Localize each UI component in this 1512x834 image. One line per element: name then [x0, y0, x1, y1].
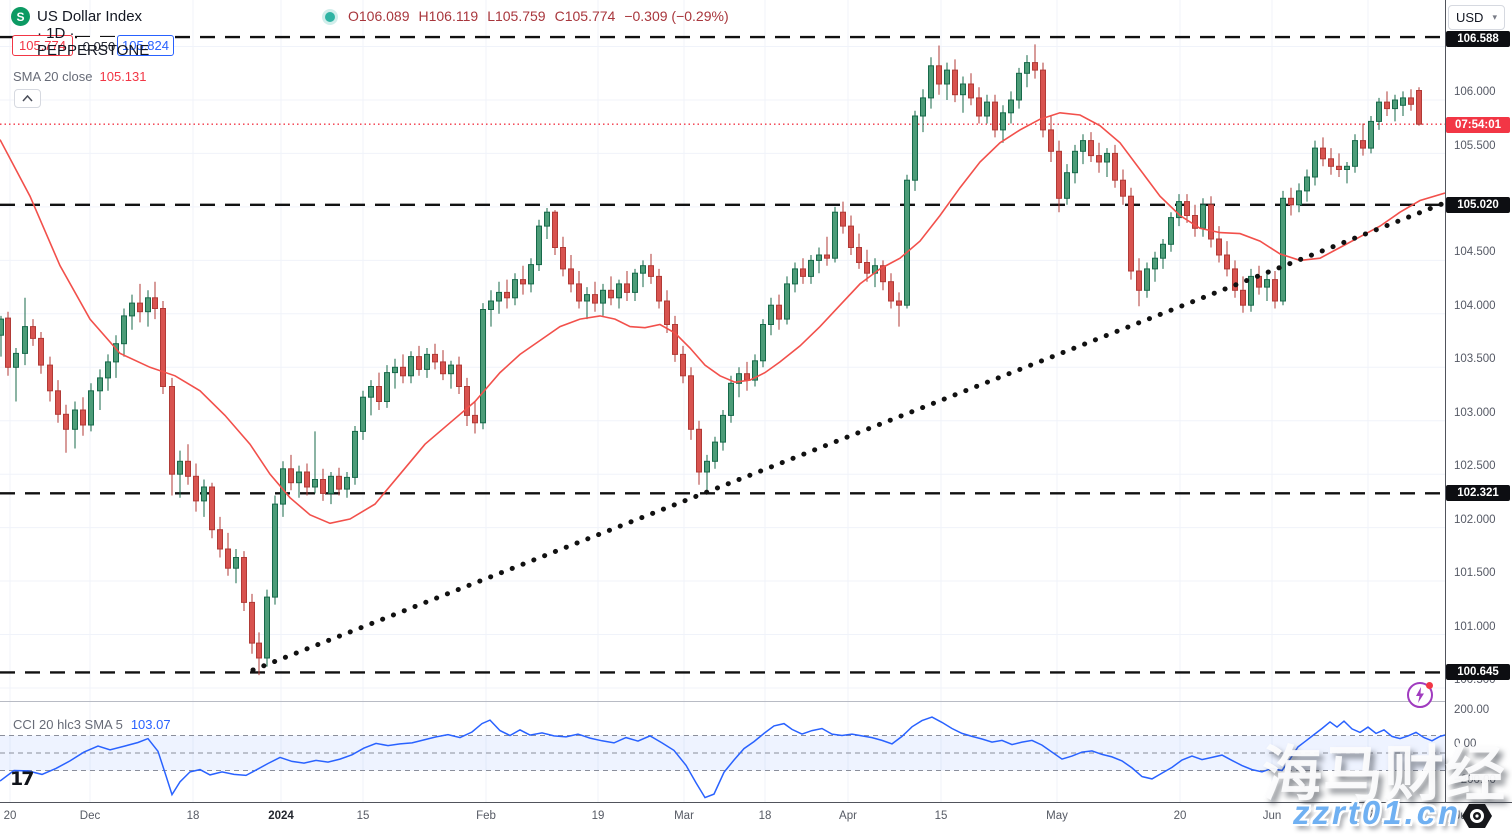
ohlc-open: O106.089	[348, 8, 410, 24]
time-axis-tick[interactable]: 20	[1173, 810, 1187, 822]
chevron-down-icon: ▾	[1492, 12, 1497, 22]
time-axis-tick[interactable]: Apr	[839, 810, 857, 822]
time-axis-tick[interactable]: 2024	[268, 810, 294, 822]
price-axis-label: 101.000	[1454, 621, 1496, 633]
time-axis[interactable]	[0, 802, 1512, 834]
time-axis-tick[interactable]: Mar	[674, 810, 694, 822]
time-axis-tick[interactable]: May	[1046, 810, 1068, 822]
price-level-badge: 100.645	[1446, 664, 1510, 680]
time-axis-tick[interactable]: 18	[758, 810, 772, 822]
time-axis-tick[interactable]: Dec	[79, 810, 101, 822]
cci-legend-value: 103.07	[130, 717, 171, 732]
price-axis-label: 102.000	[1454, 514, 1496, 526]
time-axis-tick[interactable]: Jun	[1262, 810, 1282, 822]
ohlc-close: C105.774	[554, 8, 616, 24]
price-axis-label: 104.500	[1454, 246, 1496, 258]
sma-legend-title: SMA 20 close	[13, 69, 93, 84]
price-axis-label: 103.000	[1454, 407, 1496, 419]
tradingview-logo-icon[interactable]: 17	[10, 768, 34, 790]
time-axis-tick[interactable]: 20	[3, 810, 17, 822]
market-status-icon	[325, 12, 335, 22]
currency-value: USD	[1456, 10, 1484, 25]
time-axis-tick[interactable]: 15	[934, 810, 948, 822]
time-axis-tick[interactable]: Jul	[1454, 810, 1470, 822]
price-axis-label: 101.500	[1454, 567, 1496, 579]
flash-icon[interactable]	[1407, 682, 1433, 708]
notification-dot	[1426, 682, 1433, 689]
price-label-red[interactable]: 105.774	[12, 35, 73, 56]
price-level-badge: 106.588	[1446, 31, 1510, 47]
chevron-up-icon	[22, 95, 33, 102]
cci-legend-title: CCI 20 hlc3 SMA 5	[13, 717, 123, 732]
symbol-logo-icon[interactable]: S	[11, 7, 30, 26]
ohlc-values: O106.089 H106.119 L105.759 C105.774 −0.3…	[348, 8, 729, 24]
price-axis-label: 105.500	[1454, 140, 1496, 152]
ohlc-low: L105.759	[487, 8, 546, 24]
price-axis-label: 104.000	[1454, 300, 1496, 312]
sma-legend[interactable]: SMA 20 close 105.131	[13, 69, 147, 84]
price-axis-label: 106.000	[1454, 86, 1496, 98]
price-spread-label: 0.050	[77, 37, 121, 55]
time-axis-tick[interactable]: Feb	[476, 810, 496, 822]
price-level-badge: 102.321	[1446, 485, 1510, 501]
chart-canvas[interactable]	[0, 0, 1445, 802]
cci-axis-label: 200.00	[1454, 704, 1490, 716]
pane-separator[interactable]	[0, 701, 1512, 702]
time-axis-tick[interactable]: 15	[356, 810, 370, 822]
countdown-badge: 07:54:01	[1446, 117, 1510, 133]
price-level-badge: 105.020	[1446, 197, 1510, 213]
time-axis-tick[interactable]: 18	[186, 810, 200, 822]
cci-axis-label: 0.00	[1454, 738, 1477, 750]
main-chart[interactable]	[0, 0, 1445, 802]
cci-axis-label: −200.00	[1454, 774, 1496, 786]
time-axis-tick[interactable]: 19	[591, 810, 605, 822]
cci-legend[interactable]: CCI 20 hlc3 SMA 5 103.07	[13, 717, 171, 732]
ohlc-high: H106.119	[418, 8, 479, 24]
ohlc-change: −0.309 (−0.29%)	[624, 8, 729, 24]
collapse-button[interactable]	[14, 89, 41, 108]
time-axis-tick[interactable]: 17	[1361, 810, 1375, 822]
sma-legend-value: 105.131	[99, 69, 147, 84]
currency-selector[interactable]: USD ▾	[1448, 5, 1505, 30]
price-axis-label: 103.500	[1454, 353, 1496, 365]
lightning-bolt-icon	[1416, 687, 1424, 703]
price-axis-label: 102.500	[1454, 460, 1496, 472]
symbol-title[interactable]: US Dollar Index · 1D · PEPPERSTONE	[37, 8, 150, 59]
price-label-blue[interactable]: 105.824	[117, 35, 174, 56]
